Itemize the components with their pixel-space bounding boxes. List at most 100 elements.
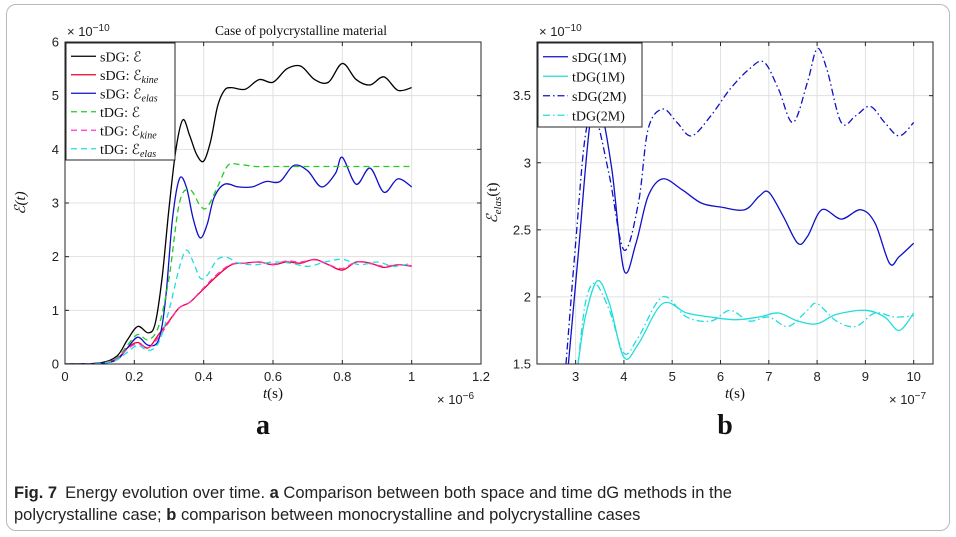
panel-a-legend-label-3: sDG: ℰelas: [100, 87, 158, 104]
panel-b-xtick-label-4: 7: [765, 369, 772, 384]
figure-frame: [6, 4, 950, 531]
panel-b-series-line-4: [577, 282, 914, 364]
panel-a-y-exponent-pow: −10: [93, 23, 110, 34]
panel-a-series-line-3: [65, 156, 413, 364]
panel-b-legend-label-main-2: tDG(1M): [572, 70, 625, 85]
panel-b-xtick-label-6: 9: [862, 369, 869, 384]
panel-a-legend-label-2: sDG: ℰkine: [100, 69, 159, 86]
panel-a-letter: a: [256, 410, 270, 441]
panel-a-legend-label-main-2: sDG: ℰ: [100, 69, 142, 84]
panel-a-series-line-5: [65, 259, 412, 364]
panel-b-legend-label-2: tDG(1M): [572, 70, 625, 85]
panel-b-legend-label-main-4: tDG(2M): [572, 109, 625, 124]
panel-a-y-exponent: × 10−10: [67, 23, 110, 39]
panel-b-ylabel-sub: elas: [492, 197, 504, 215]
panel-b-xtick-label-2: 5: [669, 369, 676, 384]
panel-a-x-exponent: × 10−6: [437, 391, 475, 407]
panel-a-xtick-label-3: 0.6: [264, 369, 282, 384]
caption-text-3: polycrystalline case;: [14, 506, 162, 524]
panel-b-ytick-label-2: 2.5: [513, 222, 531, 237]
panel-a-ytick-label-4: 4: [52, 142, 59, 157]
panel-b-xtick-label-7: 10: [906, 369, 920, 384]
panel-a-legend-label-5: tDG: ℰkine: [100, 124, 157, 141]
panel-b-x-exponent: × 10−7: [889, 391, 927, 407]
panel-a-xlabel: t(s): [263, 386, 283, 402]
panel-b-xtick-label-5: 8: [813, 369, 820, 384]
panel-a-legend-label-main-4: tDG: ℰ: [100, 106, 140, 121]
panel-a-ticks: 0 0.2 0.4 0.6 0.8 1 1.2 0 1 2 3 4 5 6: [52, 35, 490, 385]
panel-a-legend-label-main-1: sDG: ℰ: [100, 50, 142, 65]
panel-a-ytick-label-3: 3: [52, 196, 59, 211]
panel-b: 3 4 5 6 7 8 9 10 1.5 2 2.5 3 3.5 × 10−10 × 10−7 t(s) ℰel…: [485, 23, 934, 441]
panel-b-x-exponent-pow: −7: [915, 391, 927, 402]
caption-panel-b: b: [166, 506, 177, 524]
panel-a-xtick-label-1: 0.2: [125, 369, 143, 384]
panel-b-xlabel: t(s): [725, 386, 745, 402]
panel-a-ylabel: ℰ(t): [13, 191, 29, 214]
panel-b-xtick-label-0: 3: [572, 369, 579, 384]
panel-b-ylabel-tail: (t): [485, 183, 501, 197]
panel-b-xtick-label-1: 4: [620, 369, 627, 384]
panel-a-legend-label-main-3: sDG: ℰ: [100, 87, 142, 102]
panel-b-ytick-label-0: 1.5: [513, 357, 531, 372]
panel-a-xtick-label-0: 0: [61, 369, 68, 384]
panel-a-legend-label-sub-2: kine: [142, 75, 159, 86]
panel-b-legend-label-1: sDG(1M): [572, 51, 627, 66]
caption-text-4: comparison between monocrystalline and p…: [180, 506, 641, 524]
panel-b-ytick-label-4: 3.5: [513, 88, 531, 103]
panel-a-series-line-6: [65, 249, 412, 364]
panel-a-legend-label-6: tDG: ℰelas: [100, 143, 156, 160]
panel-a-xtick-label-5: 1: [408, 369, 415, 384]
caption-text-2: Comparison between both space and time d…: [283, 484, 732, 502]
panel-b-legend-label-3: sDG(2M): [572, 90, 627, 105]
panel-a-xtick-label-6: 1.2: [472, 369, 490, 384]
panel-a-series-line-2: [65, 258, 412, 364]
panel-a-legend-label-main-6: tDG: ℰ: [100, 143, 140, 158]
panel-a-legend-label-1: sDG: ℰ: [100, 50, 142, 65]
caption-text-1: Energy evolution over time.: [65, 484, 266, 502]
panel-b-series-line-1: [567, 100, 915, 364]
panel-b-ytick-label-1: 2: [524, 289, 531, 304]
figure-caption: Fig. 7 Energy evolution over time. a Comp…: [14, 482, 934, 526]
panel-a-ytick-label-6: 6: [52, 35, 59, 50]
panel-b-axes-box: [536, 41, 934, 365]
panel-b-series-line-2: [577, 279, 915, 364]
panel-a-legend-label-sub-5: kine: [140, 130, 157, 141]
panel-b-legend-label-main-1: sDG(1M): [572, 51, 627, 66]
panel-a-legend-box: [65, 42, 176, 161]
panel-a-series: [65, 62, 413, 364]
panel-b-ytick-label-3: 3: [524, 155, 531, 170]
panel-a-ytick-label-2: 2: [52, 249, 59, 264]
panel-b-xlabel-var: t: [725, 386, 730, 402]
panel-a-xtick-label-2: 0.4: [195, 369, 213, 384]
panel-a-xlabel-unit: (s): [267, 386, 283, 402]
panel-a-series-line-1: [65, 62, 412, 364]
panel-a-legend-label-sub-3: elas: [142, 93, 158, 104]
panel-b-ylabel: ℰelas(t): [485, 183, 504, 224]
panel-b-legend-label-main-3: sDG(2M): [572, 90, 627, 105]
panel-a-xtick-label-4: 0.8: [333, 369, 351, 384]
panel-b-legend: sDG(1M) tDG(1M) sDG(2M) tDG(2M): [537, 42, 643, 128]
panel-a-title: Case of polycrystalline material: [215, 23, 387, 38]
panel-b-xlabel-unit: (s): [729, 386, 745, 402]
panel-a-x-exponent-pow: −6: [463, 391, 475, 402]
panel-b-y-exponent: × 10−10: [539, 23, 582, 39]
panel-b-letter: b: [717, 410, 733, 441]
panel-b-y-exponent-pow: −10: [565, 23, 582, 34]
panel-a-legend-label-4: tDG: ℰ: [100, 106, 140, 121]
panel-a-xlabel-var: t: [263, 386, 268, 402]
panel-a: 0 0.2 0.4 0.6 0.8 1 1.2 0 1 2 3 4 5 6 × 10−10 × 10−6 t(s…: [13, 23, 490, 441]
panel-b-series-line-3: [565, 47, 915, 364]
caption-label: Fig. 7: [14, 484, 58, 502]
panel-a-ytick-label-0: 0: [52, 357, 59, 372]
panel-b-ylabel-main: ℰ: [485, 213, 501, 224]
panel-a-legend-label-main-5: tDG: ℰ: [100, 124, 140, 139]
panel-a-series-line-4: [65, 162, 412, 364]
caption-panel-a: a: [269, 484, 279, 502]
panel-a-ytick-label-1: 1: [52, 303, 59, 318]
panel-b-ticks: 3 4 5 6 7 8 9 10 1.5 2 2.5 3 3.5: [513, 42, 933, 384]
panel-b-xtick-label-3: 6: [717, 369, 724, 384]
